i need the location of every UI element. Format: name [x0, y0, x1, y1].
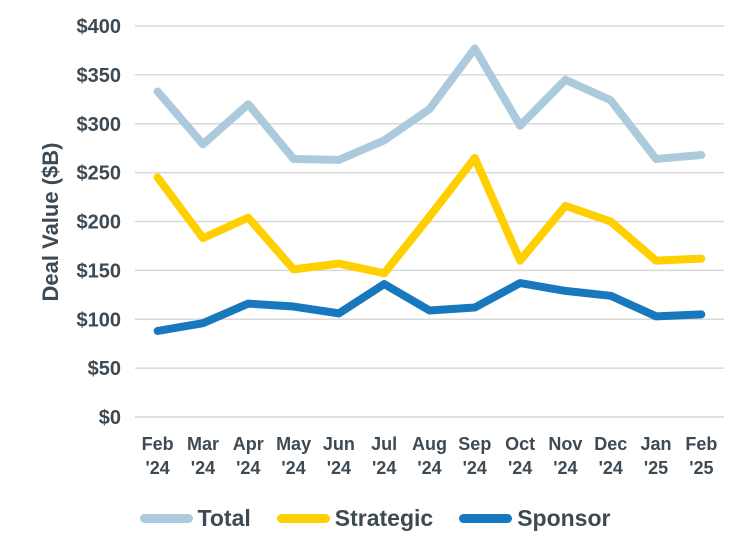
- y-tick-label: $300: [77, 114, 122, 136]
- y-axis-title: Deal Value ($B): [38, 143, 63, 302]
- series-line-sponsor: [153, 279, 706, 335]
- legend-swatch-total-icon: [139, 513, 193, 523]
- x-tick-label-month: Oct: [505, 434, 535, 454]
- x-tick-label-year: '24: [463, 458, 487, 478]
- x-tick-label-month: Feb: [142, 434, 174, 454]
- y-tick-label: $350: [77, 65, 122, 87]
- series-line-strategic: [153, 153, 706, 278]
- y-tick-label: $250: [77, 163, 122, 185]
- y-tick-label: $0: [99, 407, 121, 429]
- x-tick-label-month: Sep: [458, 434, 491, 454]
- x-tick-label-year: '25: [689, 458, 713, 478]
- y-tick-label: $100: [77, 309, 122, 331]
- x-tick-label-year: '24: [145, 458, 169, 478]
- legend-swatch-sponsor-icon: [459, 513, 513, 523]
- x-tick-label-month: Mar: [187, 434, 219, 454]
- legend-label-strategic: Strategic: [334, 504, 434, 531]
- x-tick-label-month: Nov: [548, 434, 582, 454]
- x-tick-label-month: Jan: [641, 434, 672, 454]
- y-tick-label: $50: [88, 358, 121, 380]
- x-tick-label-year: '24: [372, 458, 396, 478]
- x-tick-label-month: Apr: [233, 434, 264, 454]
- x-tick-label-month: Jul: [371, 434, 397, 454]
- x-tick-label-month: Feb: [685, 434, 717, 454]
- y-tick-label: $400: [77, 16, 122, 38]
- x-tick-label-year: '24: [417, 458, 441, 478]
- x-tick-label-year: '24: [191, 458, 215, 478]
- y-tick-label: $150: [77, 260, 122, 282]
- legend-item-total: Total: [139, 504, 251, 532]
- legend-swatch-strategic-icon: [276, 513, 330, 523]
- legend-item-sponsor: Sponsor: [459, 505, 610, 532]
- x-tick-label-month: Aug: [412, 434, 447, 454]
- x-tick-label-year: '24: [327, 458, 351, 478]
- series-line-total: [153, 44, 706, 164]
- x-tick-label-month: Dec: [594, 434, 627, 454]
- legend-item-strategic: Strategic: [276, 504, 434, 532]
- x-tick-label-year: '25: [644, 458, 668, 478]
- chart-legend: Total Strategic Sponsor: [0, 501, 750, 535]
- x-tick-label-month: Jun: [323, 434, 355, 454]
- chart-canvas: $0 $50 $100 $150 $200 $250 $300 $350 $400 Feb '24 M…: [38, 16, 724, 478]
- x-tick-label-year: '24: [599, 458, 623, 478]
- x-tick-label-year: '24: [281, 458, 305, 478]
- x-tick-label-year: '24: [236, 458, 260, 478]
- x-tick-label-month: May: [276, 434, 311, 454]
- legend-label-sponsor: Sponsor: [517, 504, 611, 531]
- y-tick-label: $200: [77, 212, 122, 234]
- x-tick-label-year: '24: [508, 458, 532, 478]
- x-tick-label-year: '24: [553, 458, 577, 478]
- legend-label-total: Total: [197, 504, 251, 531]
